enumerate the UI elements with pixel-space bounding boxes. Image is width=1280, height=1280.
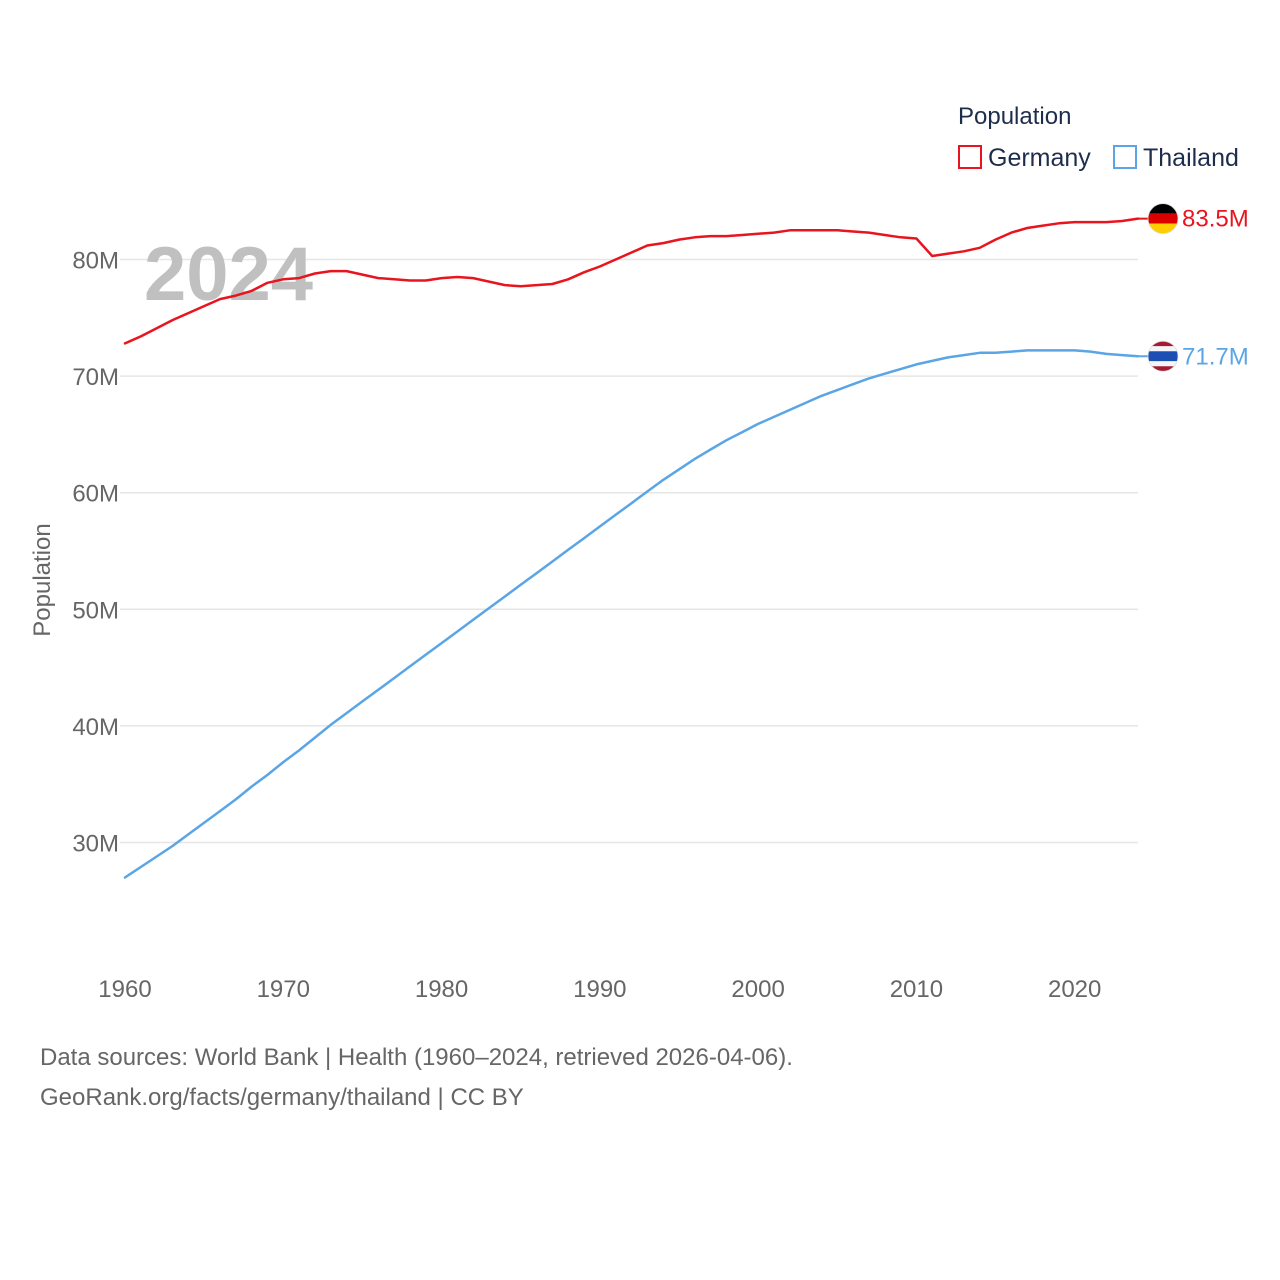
- series-lines: [123, 217, 1140, 879]
- flag-outline: [1147, 203, 1179, 235]
- y-tick-label: 30M: [72, 831, 119, 858]
- y-tick-label: 40M: [72, 714, 119, 741]
- footer-attribution: GeoRank.org/facts/germany/thailand | CC …: [40, 1084, 524, 1111]
- end-value-label-germany: 83.5M: [1182, 206, 1249, 233]
- thailand-flag-icon: [1148, 341, 1178, 372]
- legend-item-germany[interactable]: Germany: [958, 144, 1091, 172]
- y-tick-label: 80M: [72, 247, 119, 274]
- x-axis-ticks: 1960 1970 1980 1990 2000 2010 2020: [98, 976, 1101, 1003]
- y-axis-title: Population: [29, 523, 56, 636]
- flag-outline: [1147, 340, 1179, 372]
- legend-swatch-germany: [958, 145, 982, 169]
- series-end-labels: 83.5M 71.7M: [1138, 203, 1249, 372]
- legend-item-thailand[interactable]: Thailand: [1113, 144, 1239, 172]
- x-tick-label: 2000: [731, 976, 784, 1003]
- x-tick-label: 1970: [257, 976, 310, 1003]
- y-axis-ticks: 30M 40M 50M 60M 70M 80M: [72, 247, 119, 857]
- x-tick-label: 1980: [415, 976, 468, 1003]
- legend: Population Germany Thailand: [958, 103, 1239, 172]
- series-line-germany[interactable]: [123, 217, 1140, 345]
- legend-label-germany: Germany: [988, 144, 1091, 172]
- germany-flag-icon: [1148, 203, 1178, 234]
- x-tick-label: 2010: [890, 976, 943, 1003]
- y-tick-label: 70M: [72, 364, 119, 391]
- legend-swatch-thailand: [1113, 145, 1137, 169]
- gridlines: [120, 258, 1138, 844]
- footer-sources: Data sources: World Bank | Health (1960–…: [40, 1044, 793, 1071]
- x-tick-label: 1960: [98, 976, 151, 1003]
- x-tick-label: 2020: [1048, 976, 1101, 1003]
- end-value-label-thailand: 71.7M: [1182, 343, 1249, 370]
- series-line-thailand[interactable]: [123, 349, 1140, 879]
- year-label: 2024: [144, 232, 313, 317]
- legend-label-thailand: Thailand: [1143, 144, 1239, 172]
- y-tick-label: 50M: [72, 597, 119, 624]
- y-tick-label: 60M: [72, 481, 119, 508]
- legend-title: Population: [958, 103, 1071, 130]
- x-tick-label: 1990: [573, 976, 626, 1003]
